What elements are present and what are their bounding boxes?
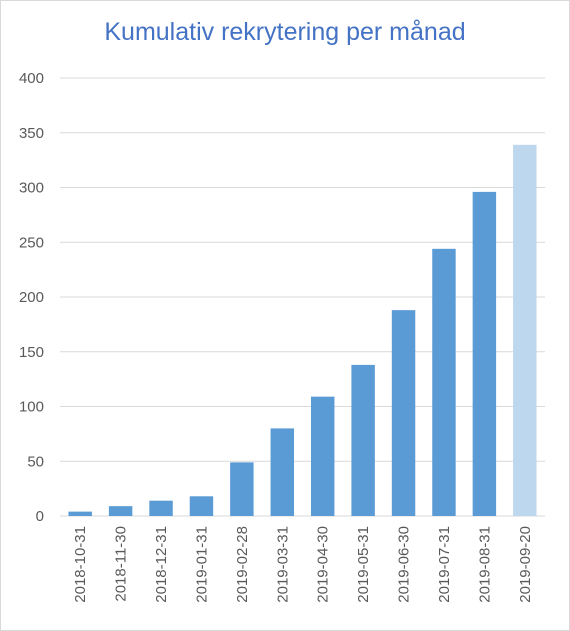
x-tick-label: 2019-08-31	[476, 526, 493, 603]
bar-2019-06-30	[391, 310, 416, 516]
bars	[68, 144, 537, 517]
y-tick-label: 250	[19, 234, 44, 251]
x-tick-label: 2019-01-31	[193, 526, 210, 603]
bar-2019-04-30	[310, 396, 335, 516]
gridlines	[60, 77, 545, 517]
bar-2018-12-31	[149, 500, 173, 516]
bar-2019-09-20	[513, 144, 537, 517]
x-tick-label: 2019-07-31	[436, 526, 453, 603]
bar-2018-10-31	[68, 511, 92, 516]
x-tick-label: 2019-06-30	[396, 526, 413, 603]
y-tick-label: 150	[19, 344, 44, 361]
y-tick-label: 350	[19, 125, 44, 142]
bar-2018-11-30	[108, 506, 133, 516]
x-tick-label: 2018-11-30	[113, 526, 130, 602]
bar-2019-08-31	[472, 191, 497, 516]
x-tick-label: 2018-12-31	[153, 526, 170, 603]
bar-2019-05-31	[351, 364, 375, 516]
x-tick-label: 2019-03-31	[274, 526, 291, 603]
y-tick-label: 50	[27, 453, 44, 470]
x-tick-label: 2019-09-20	[517, 526, 534, 603]
y-tick-label: 200	[19, 289, 44, 306]
x-tick-label: 2019-02-28	[234, 526, 251, 603]
bar-2019-03-31	[270, 428, 295, 516]
chart-title: Kumulativ rekrytering per månad	[104, 18, 466, 46]
x-tick-label: 2018-10-31	[72, 526, 89, 603]
y-tick-label: 0	[36, 508, 44, 525]
bar-2019-01-31	[189, 496, 214, 516]
bar-2019-02-28	[230, 462, 254, 516]
x-tick-label: 2019-04-30	[315, 526, 332, 603]
bar-2019-07-31	[432, 248, 456, 516]
y-tick-label: 100	[19, 399, 44, 416]
x-tick-label: 2019-05-31	[355, 526, 372, 603]
y-tick-label: 400	[19, 70, 44, 87]
x-axis-tick-labels: 2018-10-31 2018-11-30 2018-12-31 2019-01-31…	[72, 526, 534, 603]
y-tick-label: 300	[19, 180, 44, 197]
y-axis-tick-labels: 0 50 100 150 200 250 300 350 400	[19, 70, 44, 525]
